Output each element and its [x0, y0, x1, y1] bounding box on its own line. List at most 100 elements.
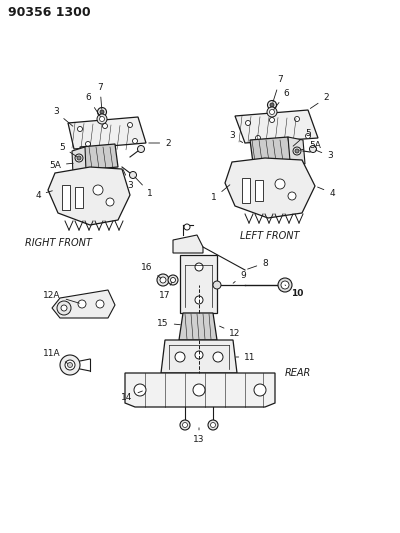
- Text: 5A: 5A: [300, 141, 321, 150]
- Text: REAR: REAR: [285, 368, 311, 378]
- Circle shape: [98, 108, 106, 117]
- Polygon shape: [235, 110, 318, 143]
- Circle shape: [193, 384, 205, 396]
- Text: 4: 4: [318, 187, 335, 198]
- Text: 16: 16: [141, 262, 161, 278]
- Circle shape: [160, 277, 166, 283]
- Circle shape: [128, 123, 132, 127]
- Circle shape: [100, 110, 104, 114]
- Circle shape: [61, 305, 67, 311]
- Circle shape: [182, 423, 188, 427]
- Text: 3: 3: [53, 108, 73, 126]
- Circle shape: [138, 146, 144, 152]
- Circle shape: [306, 133, 310, 139]
- Polygon shape: [75, 187, 83, 208]
- Circle shape: [65, 360, 75, 370]
- Text: 2: 2: [310, 93, 329, 108]
- Text: 7: 7: [97, 83, 103, 109]
- Text: 10: 10: [285, 285, 303, 297]
- Circle shape: [268, 101, 276, 109]
- Circle shape: [68, 362, 72, 367]
- Circle shape: [270, 109, 274, 115]
- Text: 1: 1: [211, 185, 230, 203]
- Circle shape: [195, 296, 203, 304]
- Circle shape: [184, 224, 190, 230]
- Text: RIGHT FRONT: RIGHT FRONT: [24, 238, 92, 248]
- Polygon shape: [125, 373, 275, 407]
- Circle shape: [102, 124, 108, 128]
- Circle shape: [180, 420, 190, 430]
- Circle shape: [267, 107, 277, 117]
- Circle shape: [93, 185, 103, 195]
- Circle shape: [288, 192, 296, 200]
- Circle shape: [170, 278, 176, 282]
- Circle shape: [168, 275, 178, 285]
- Text: 6: 6: [274, 88, 289, 110]
- Text: 11A: 11A: [43, 349, 68, 364]
- Circle shape: [293, 147, 301, 155]
- Polygon shape: [62, 185, 70, 210]
- Text: 5: 5: [293, 128, 311, 146]
- Text: 5A: 5A: [49, 160, 73, 169]
- Text: 3: 3: [316, 150, 333, 160]
- Polygon shape: [68, 117, 146, 149]
- Text: 1: 1: [135, 177, 153, 198]
- Circle shape: [246, 120, 250, 125]
- Circle shape: [270, 117, 274, 123]
- Polygon shape: [180, 255, 217, 313]
- Circle shape: [256, 135, 260, 141]
- Circle shape: [157, 274, 169, 286]
- Text: 11: 11: [236, 352, 256, 361]
- Polygon shape: [52, 290, 115, 318]
- Circle shape: [213, 352, 223, 362]
- Circle shape: [254, 384, 266, 396]
- Polygon shape: [80, 144, 118, 170]
- Circle shape: [96, 300, 104, 308]
- Polygon shape: [250, 137, 291, 163]
- Circle shape: [294, 117, 300, 122]
- Text: 3: 3: [123, 169, 133, 190]
- Circle shape: [60, 355, 80, 375]
- Circle shape: [57, 301, 71, 315]
- Circle shape: [130, 172, 136, 179]
- Circle shape: [132, 139, 138, 143]
- Text: 2: 2: [149, 139, 171, 148]
- Circle shape: [195, 263, 203, 271]
- Polygon shape: [72, 147, 86, 175]
- Circle shape: [270, 103, 274, 107]
- Text: 15: 15: [157, 319, 180, 327]
- Polygon shape: [242, 178, 250, 203]
- Circle shape: [213, 281, 221, 289]
- Text: 4: 4: [35, 190, 52, 199]
- Polygon shape: [173, 235, 203, 253]
- Circle shape: [77, 156, 81, 160]
- Circle shape: [78, 300, 86, 308]
- Circle shape: [195, 351, 203, 359]
- Circle shape: [208, 420, 218, 430]
- Text: 9: 9: [233, 271, 246, 283]
- Text: 90356 1300: 90356 1300: [8, 5, 91, 19]
- Text: 5: 5: [59, 142, 77, 157]
- Polygon shape: [161, 340, 237, 373]
- Polygon shape: [48, 167, 130, 225]
- Circle shape: [97, 114, 107, 124]
- Polygon shape: [225, 158, 315, 218]
- Text: 7: 7: [273, 76, 283, 102]
- Text: 6: 6: [85, 93, 100, 117]
- Polygon shape: [179, 313, 217, 340]
- Circle shape: [100, 117, 104, 122]
- Polygon shape: [288, 137, 305, 164]
- Circle shape: [175, 352, 185, 362]
- Polygon shape: [255, 180, 263, 201]
- Text: 12A: 12A: [43, 290, 79, 303]
- Circle shape: [295, 149, 299, 153]
- Circle shape: [278, 278, 292, 292]
- Text: LEFT FRONT: LEFT FRONT: [240, 231, 300, 241]
- Text: 8: 8: [248, 259, 268, 269]
- Circle shape: [86, 141, 90, 147]
- Circle shape: [281, 281, 289, 289]
- Circle shape: [106, 198, 114, 206]
- Circle shape: [134, 384, 146, 396]
- Circle shape: [75, 154, 83, 162]
- Text: 3: 3: [229, 132, 243, 142]
